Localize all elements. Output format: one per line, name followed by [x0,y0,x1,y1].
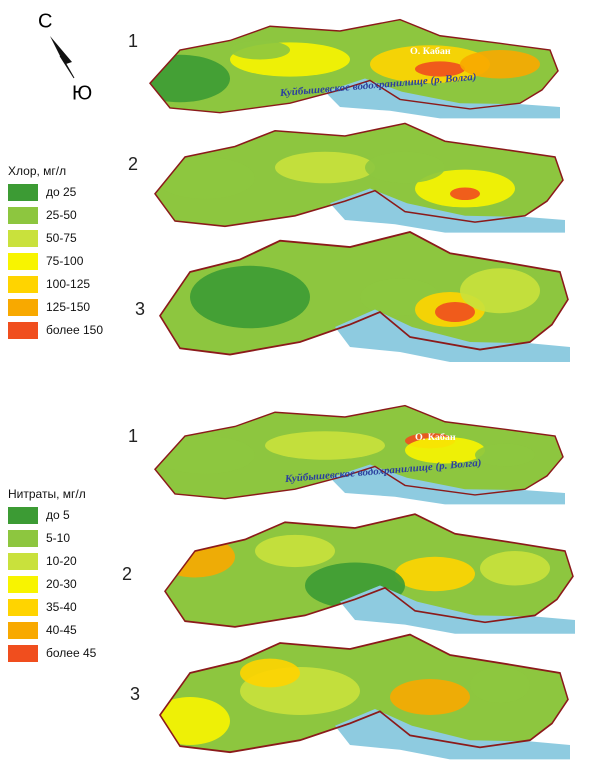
legend-title: Нитраты, мг/л [8,487,86,501]
zone [155,436,255,474]
legend-label: более 150 [46,323,103,337]
legend-swatch [8,530,38,547]
legend-swatch [8,230,38,247]
map-panel [160,232,570,362]
zone [395,557,475,592]
zone [450,187,480,200]
zone [365,152,445,184]
legend-swatch [8,553,38,570]
zone [255,535,335,567]
legend-label: 75-100 [46,254,84,268]
legend-label: 5-10 [46,531,70,545]
legend-swatch [8,184,38,201]
legend-swatch [8,276,38,293]
zone [130,55,230,103]
legend-swatch [8,645,38,662]
panel-number: 1 [128,31,138,51]
zone [460,268,540,313]
zone [475,444,535,467]
panel-number: 2 [128,154,138,174]
maps: Хлор, мг/лдо 2525-5050-7575-100100-12512… [8,20,575,760]
zone [435,302,475,322]
zone [480,551,550,586]
legend-label: до 5 [46,508,70,522]
zone [155,536,235,577]
legend-swatch [8,599,38,616]
zone [155,157,255,199]
panel-number: 1 [128,426,138,446]
legend-label: до 25 [46,185,77,199]
legend-label: 125-150 [46,300,90,314]
legend-label: 40-45 [46,623,77,637]
legend-swatch [8,576,38,593]
legend-label: 35-40 [46,600,77,614]
lake-label: О. Кабан [410,46,451,57]
legend-label: 10-20 [46,554,77,568]
map-panel [150,635,570,760]
zone [240,659,300,688]
map-panel [155,514,575,634]
zone [390,679,470,715]
legend-swatch [8,299,38,316]
legend-label: 50-75 [46,231,77,245]
legend-swatch [8,622,38,639]
legend-label: более 45 [46,646,97,660]
panel-number: 3 [130,684,140,704]
zone [190,266,310,329]
zone [150,697,230,745]
legend-label: 100-125 [46,277,90,291]
panel-number: 2 [122,564,132,584]
legend-title: Хлор, мг/л [8,164,66,178]
map-panel [155,123,565,232]
legend-swatch [8,207,38,224]
panel-number: 3 [135,299,145,319]
zone [470,667,530,703]
legend-swatch [8,322,38,339]
zone [275,152,375,184]
compass-arrow [50,36,72,64]
lake-label: О. Кабан [415,432,456,443]
legend-label: 25-50 [46,208,77,222]
figure: С Ю Хлор, мг/л до 25 25-50 50-75 75-100 100-1… [0,0,589,763]
zone [265,431,385,460]
legend-label: 20-30 [46,577,77,591]
legend-swatch [8,507,38,524]
compass-north: С [38,10,52,32]
zone [230,41,290,60]
compass: С Ю [38,10,92,104]
legend-swatch [8,253,38,270]
compass-south: Ю [72,82,92,104]
